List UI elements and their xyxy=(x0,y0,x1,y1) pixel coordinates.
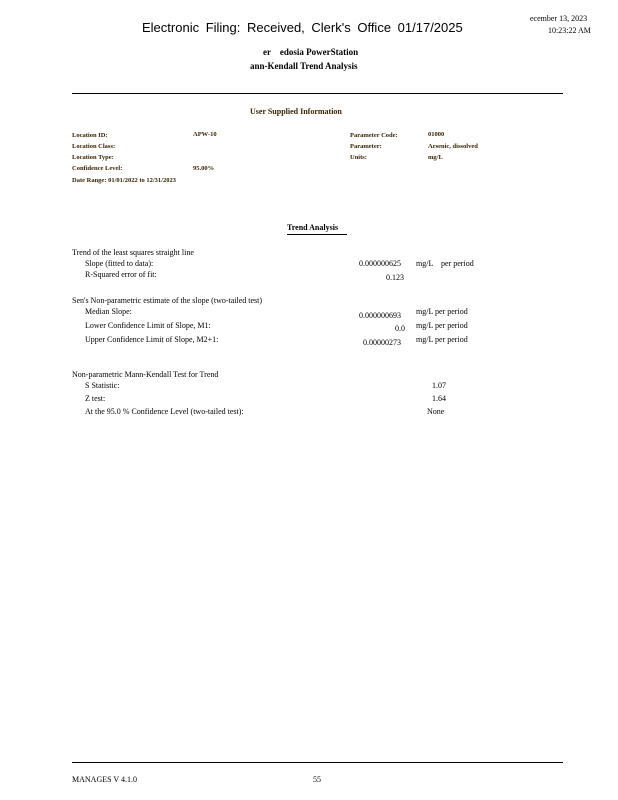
user-info-heading: User Supplied Information xyxy=(250,107,342,116)
location-type-label: Location Type: xyxy=(72,154,114,161)
upper-limit-value: 0.00000273 xyxy=(363,338,401,347)
location-id-label: Location ID: xyxy=(72,132,108,139)
heading-underline xyxy=(287,234,347,235)
report-date: ecember 13, 2023 xyxy=(530,14,588,23)
median-slope-label: Median Slope: xyxy=(85,307,132,316)
r-squared-value: 0.123 xyxy=(386,273,404,282)
parameter-value: Arsenic, dissolved xyxy=(428,143,478,150)
page-number: 55 xyxy=(313,775,321,784)
z-test-value: 1.64 xyxy=(432,394,446,403)
confidence-value: 95.00% xyxy=(193,165,215,172)
report-title: ann-Kendall Trend Analysis xyxy=(250,61,358,71)
lower-limit-value: 0.0 xyxy=(395,324,405,333)
mann-kendall-title: Non-parametric Mann-Kendall Test for Tre… xyxy=(72,370,219,379)
slope-value: 0.000000625 xyxy=(359,259,401,268)
confidence-result-value: None xyxy=(427,407,445,416)
parameter-code-label: Parameter Code: xyxy=(350,132,398,139)
upper-limit-label: Upper Confidence Limit of Slope, M2+1: xyxy=(85,335,219,344)
units-label: Units: xyxy=(350,154,367,161)
median-slope-value: 0.000000693 xyxy=(359,311,401,320)
date-range: Date Range: 01/01/2022 to 12/31/2023 xyxy=(72,177,176,184)
software-version: MANAGES V 4.1.0 xyxy=(72,775,138,784)
location-id-value: APW-10 xyxy=(193,131,217,138)
filing-stamp: Electronic Filing: Received, Clerk's Off… xyxy=(142,20,463,35)
z-test-label: Z test: xyxy=(85,394,106,403)
upper-limit-unit: mg/L per period xyxy=(416,335,468,344)
s-statistic-label: S Statistic: xyxy=(85,381,120,390)
s-statistic-value: 1.07 xyxy=(432,381,446,390)
sen-title: Sen's Non-parametric estimate of the slo… xyxy=(72,296,263,305)
parameter-label: Parameter: xyxy=(350,143,382,150)
lower-limit-unit: mg/L per period xyxy=(416,321,468,330)
lower-limit-label: Lower Confidence Limit of Slope, M1: xyxy=(85,321,211,330)
confidence-result-label: At the 95.0 % Confidence Level (two-tail… xyxy=(85,407,244,416)
report-title-site: er edosia PowerStation xyxy=(263,47,359,57)
location-class-label: Location Class: xyxy=(72,143,116,150)
median-slope-unit: mg/L per period xyxy=(416,307,468,316)
least-squares-title: Trend of the least squares straight line xyxy=(72,248,194,257)
confidence-label: Confidence Level: xyxy=(72,165,123,172)
footer-divider xyxy=(72,762,563,763)
trend-analysis-heading: Trend Analysis xyxy=(287,223,339,232)
units-value: mg/L xyxy=(428,154,443,161)
header-divider xyxy=(72,93,563,94)
report-time: 10:23:22 AM xyxy=(548,26,591,35)
slope-unit: mg/L per period xyxy=(416,259,474,268)
slope-label: Slope (fitted to data): xyxy=(85,259,154,268)
parameter-code-value: 01000 xyxy=(428,131,445,138)
r-squared-label: R-Squared error of fit: xyxy=(85,270,157,279)
